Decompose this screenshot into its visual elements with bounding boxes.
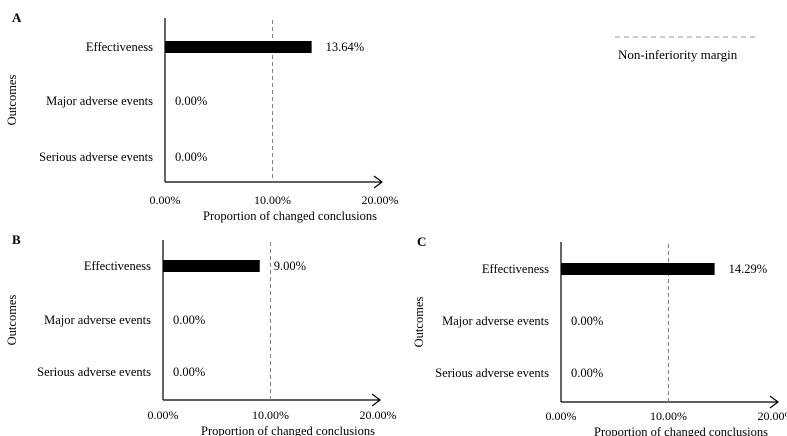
x-tick-label: 20.00% [758,409,787,423]
x-tick-label: 0.00% [148,408,179,422]
chart-panels: A 0.00% 10.00% 20.00% Proportion of changed … [5,10,787,436]
x-axis-label: Proportion of changed conclusions [594,425,768,436]
value-label: 0.00% [175,94,207,108]
legend-label: Non-inferiority margin [618,47,738,62]
value-label: 0.00% [571,314,603,328]
y-axis-label: Outcomes [412,297,426,348]
value-label: 0.00% [173,365,205,379]
category-label: Effectiveness [86,40,153,54]
category-label: Serious adverse events [435,366,549,380]
value-label: 9.00% [274,259,306,273]
bar [561,263,715,275]
value-label: 13.64% [326,40,365,54]
category-label: Major adverse events [442,314,549,328]
x-tick-label: 20.00% [362,193,399,207]
x-tick-label: 20.00% [360,408,397,422]
bar [163,260,260,272]
panel-letter: A [12,10,22,25]
panel-letter: B [12,232,21,247]
x-axis-arrow [769,395,779,409]
value-label: 0.00% [571,366,603,380]
legend: Non-inferiority margin [615,36,755,62]
x-tick-label: 10.00% [254,193,291,207]
bar [165,41,312,53]
x-axis-arrow [371,393,381,407]
panel-letter: C [417,234,426,249]
chart-panel-c: C 0.00% 10.00% 20.00% Proportion of changed … [412,234,787,436]
category-label: Major adverse events [44,313,151,327]
value-label: 0.00% [173,313,205,327]
x-tick-label: 10.00% [650,409,687,423]
y-axis-label: Outcomes [5,75,19,126]
value-label: 0.00% [175,150,207,164]
category-label: Serious adverse events [39,150,153,164]
x-axis-arrow [373,175,383,189]
x-tick-label: 0.00% [150,193,181,207]
x-tick-label: 10.00% [252,408,289,422]
chart-panel-a: A 0.00% 10.00% 20.00% Proportion of changed … [5,10,399,223]
category-label: Major adverse events [46,94,153,108]
x-tick-label: 0.00% [546,409,577,423]
category-label: Serious adverse events [37,365,151,379]
y-axis-label: Outcomes [5,295,19,346]
chart-panel-b: B 0.00% 10.00% 20.00% Proportion of changed … [5,232,397,436]
x-axis-label: Proportion of changed conclusions [201,424,375,436]
x-axis-label: Proportion of changed conclusions [203,209,377,223]
category-label: Effectiveness [482,262,549,276]
value-label: 14.29% [729,262,768,276]
category-label: Effectiveness [84,259,151,273]
